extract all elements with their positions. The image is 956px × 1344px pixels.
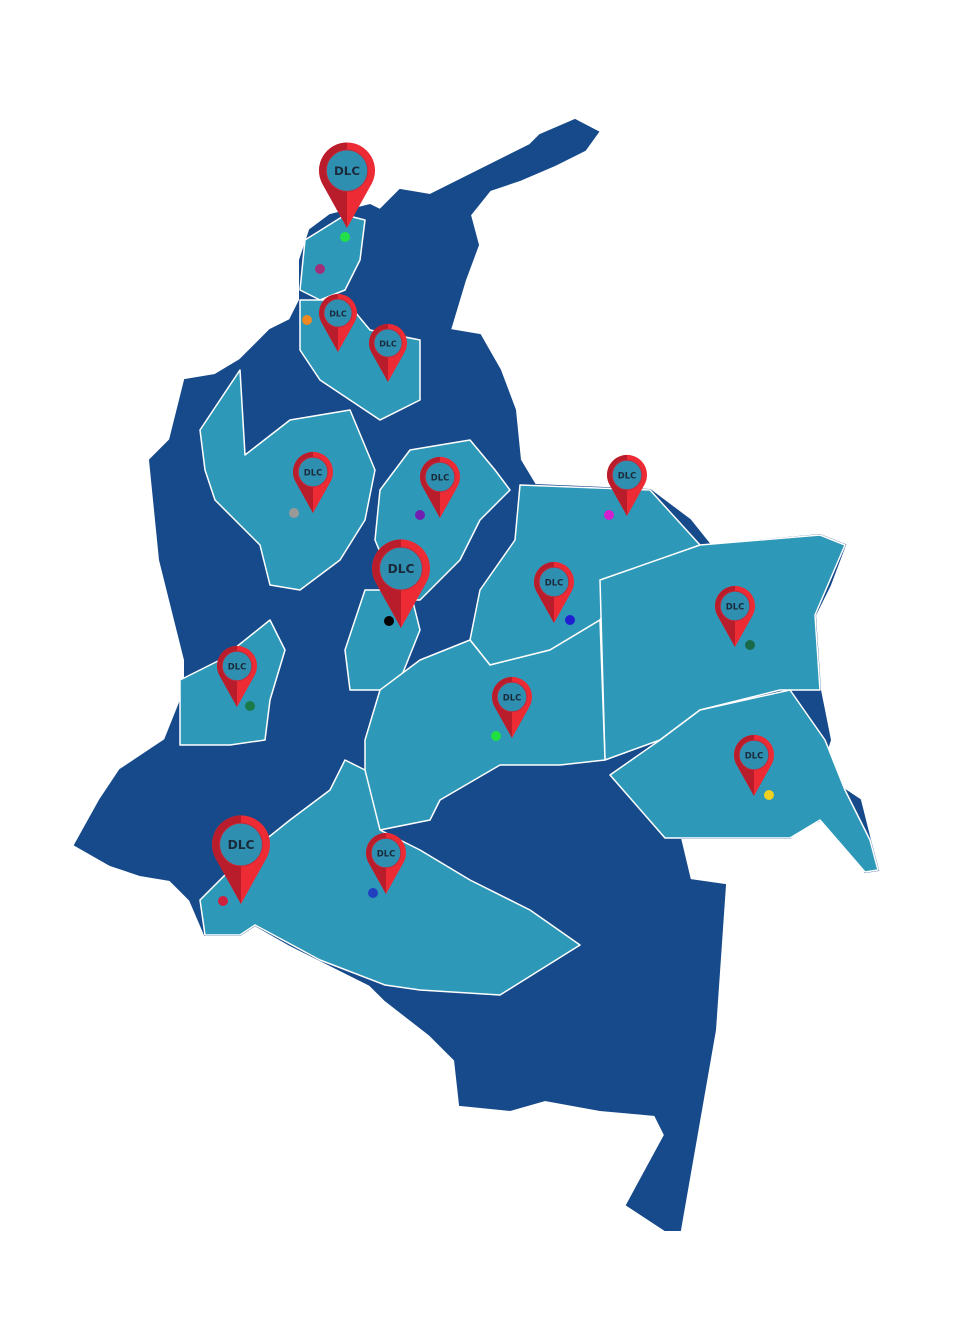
location-dot	[604, 510, 614, 520]
pin-label: DLC	[304, 468, 322, 478]
pin-logo-bg	[221, 650, 253, 682]
pin-logo-bg	[738, 739, 770, 771]
pin: DLC	[293, 451, 333, 513]
location-dot	[218, 896, 228, 906]
location-dot	[415, 510, 425, 520]
pin-label: DLC	[379, 340, 397, 349]
location-dot	[340, 232, 350, 242]
pin: DLC	[492, 676, 532, 738]
pin: DLC	[319, 142, 375, 228]
pin-label: DLC	[334, 164, 360, 178]
pin-logo-bg	[370, 837, 402, 869]
pin-logo-bg	[323, 298, 353, 328]
pin-logo-bg	[611, 459, 643, 491]
pin-label: DLC	[545, 578, 563, 588]
pin: DLC	[733, 734, 774, 796]
pin-label: DLC	[388, 562, 415, 576]
pin-label: DLC	[726, 602, 744, 612]
pin: DLC	[319, 293, 358, 352]
location-dot	[245, 701, 255, 711]
pins: DLC DLC DLC DLC DLC DLC DLC DLC DLC DLC DLC DLC DLC D…	[211, 142, 774, 904]
location-dot	[315, 264, 325, 274]
pin: DLC	[714, 585, 755, 647]
pin-logo-bg	[538, 566, 570, 598]
pin-label: DLC	[431, 473, 449, 483]
pin-label: DLC	[503, 693, 521, 703]
location-dot	[368, 888, 378, 898]
pin-logo-bg	[325, 149, 369, 192]
pin: DLC	[369, 323, 407, 382]
region	[364, 619, 606, 831]
location-dot	[289, 508, 299, 518]
region	[609, 689, 879, 873]
location-dot	[764, 790, 774, 800]
region	[599, 534, 846, 761]
dots	[218, 232, 774, 906]
pin-logo-bg	[297, 456, 329, 488]
regions	[179, 214, 879, 996]
pin: DLC	[371, 539, 431, 628]
pin-label: DLC	[228, 662, 246, 672]
pin: DLC	[211, 815, 270, 904]
pin: DLC	[217, 645, 257, 707]
pin-label: DLC	[329, 310, 347, 319]
pin-logo-bg	[373, 328, 403, 358]
location-dot	[302, 315, 312, 325]
pin-logo-bg	[424, 461, 456, 493]
pin-logo-bg	[719, 590, 751, 622]
location-dot	[491, 731, 501, 741]
pin-label: DLC	[377, 849, 395, 859]
pin: DLC	[607, 454, 647, 516]
location-dot	[565, 615, 575, 625]
pin: DLC	[534, 561, 574, 623]
pin: DLC	[419, 456, 460, 518]
location-dot	[384, 616, 394, 626]
pin-label: DLC	[618, 471, 636, 481]
pin-label: DLC	[228, 838, 255, 852]
pin-logo-bg	[379, 546, 423, 591]
location-dot	[745, 640, 755, 650]
pin: DLC	[365, 832, 406, 894]
pin-logo-bg	[219, 822, 263, 867]
pin-logo-bg	[496, 681, 528, 713]
pin-label: DLC	[745, 751, 763, 761]
region	[199, 369, 376, 591]
